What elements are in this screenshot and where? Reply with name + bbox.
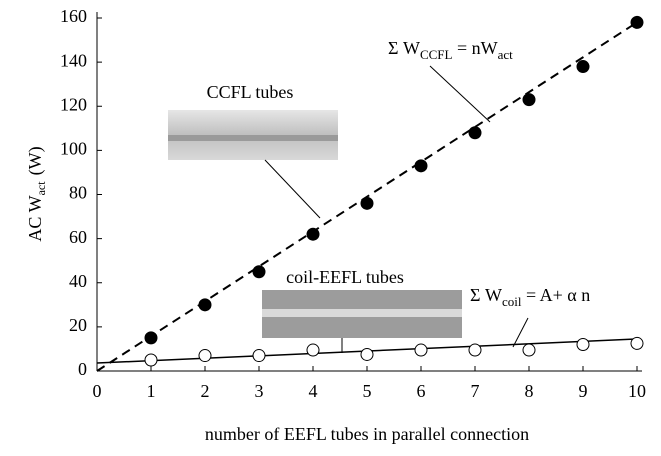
equation-part: CCFL — [420, 47, 453, 62]
point — [360, 196, 374, 210]
x-axis-label: number of EEFL tubes in parallel connect… — [205, 424, 529, 444]
point — [306, 227, 320, 241]
equation-part: Σ W — [470, 285, 502, 305]
y-tick-label: 60 — [69, 227, 87, 247]
y-tick-label: 40 — [69, 271, 87, 291]
point — [144, 353, 158, 367]
y-tick-label: 20 — [69, 315, 87, 335]
x-tick-label: 10 — [628, 381, 646, 401]
leader-line — [429, 65, 491, 123]
y-tick-label: 80 — [69, 183, 87, 203]
x-tick-label: 4 — [309, 381, 318, 401]
point — [306, 343, 320, 357]
y-tick-label: 160 — [60, 6, 87, 26]
y-label-unit: (W) — [25, 146, 46, 175]
equation-part: Σ W — [388, 38, 420, 58]
y-tick-label: 0 — [78, 359, 87, 379]
point — [468, 343, 482, 357]
y-tick-label: 100 — [60, 139, 87, 159]
point — [144, 331, 158, 345]
x-tick-label: 3 — [255, 381, 264, 401]
x-tick-label: 1 — [147, 381, 156, 401]
x-tick-label: 2 — [201, 381, 210, 401]
y-tick-label: 120 — [60, 94, 87, 114]
point — [630, 15, 644, 29]
equation: Σ WCCFL = nWact — [388, 38, 513, 62]
x-tick-label: 0 — [93, 381, 102, 401]
point — [252, 349, 266, 363]
y-tick-label: 140 — [60, 50, 87, 70]
equation-part: coil — [502, 294, 522, 309]
point — [576, 60, 590, 74]
equation: Σ Wcoil = A+ α n — [470, 285, 590, 309]
equation-part: = A+ α n — [521, 285, 590, 305]
point — [468, 126, 482, 140]
equation-part: act — [498, 47, 514, 62]
point — [522, 343, 536, 357]
photo-label: CCFL tubes — [207, 82, 294, 102]
leader-line — [264, 159, 321, 219]
y-label-sub: act — [34, 181, 48, 196]
point — [198, 349, 212, 363]
x-tick-label: 6 — [417, 381, 426, 401]
point — [252, 265, 266, 279]
y-label-main: AC W — [25, 195, 45, 241]
point — [522, 93, 536, 107]
x-tick-label: 9 — [579, 381, 588, 401]
point — [360, 347, 374, 361]
equation-part: = nW — [452, 38, 497, 58]
point — [198, 298, 212, 312]
point — [576, 338, 590, 352]
point — [414, 343, 428, 357]
y-axis-label: AC Wact (W) — [25, 146, 48, 241]
x-tick-label: 5 — [363, 381, 372, 401]
point — [414, 159, 428, 173]
x-tick-label: 8 — [525, 381, 534, 401]
fit-line — [96, 21, 638, 372]
photo-label: coil-EEFL tubes — [286, 267, 404, 287]
point — [630, 336, 644, 350]
x-tick-label: 7 — [471, 381, 480, 401]
leader-line — [512, 317, 529, 348]
